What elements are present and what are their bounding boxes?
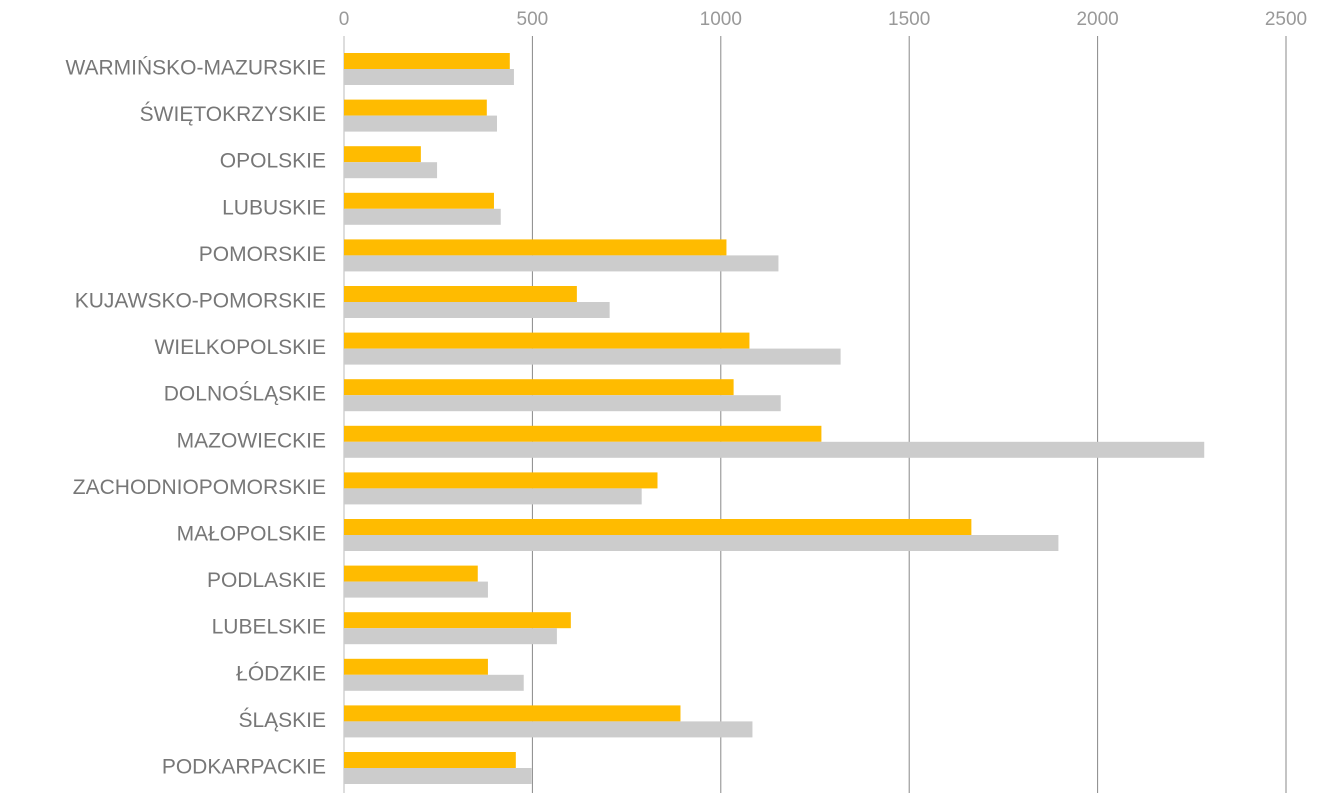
bar [344,379,734,396]
bar [344,162,438,179]
bar [344,286,577,302]
x-tick-label: 0 [339,9,350,30]
bar [344,115,497,132]
bar [344,519,972,535]
y-tick-label: WARMIŃSKO-MAZURSKIE [65,57,326,80]
y-tick-label: PODLASKIE [207,569,326,592]
bar [344,674,524,691]
bar [344,425,822,442]
bar [344,658,488,675]
bar [344,146,421,163]
y-tick-label: LUBUSKIE [222,196,326,219]
bar [344,239,727,256]
x-tick-label: 2000 [1076,9,1118,30]
bar [344,565,478,582]
bar [344,99,487,116]
bar [344,69,514,85]
bar [344,53,510,69]
bar [344,581,488,598]
bar [344,302,610,318]
bar [344,348,841,365]
bar [344,535,1059,551]
y-tick-label: PODKARPACKIE [162,756,326,779]
bar [344,752,516,768]
bar [344,441,1205,458]
y-tick-label: OPOLSKIE [220,150,326,173]
y-tick-label: WIELKOPOLSKIE [154,336,326,359]
y-tick-label: KUJAWSKO-POMORSKIE [75,290,326,313]
y-tick-label: ŚWIĘTOKRZYSKIE [140,102,326,126]
y-tick-label: ZACHODNIOPOMORSKIE [73,476,326,499]
x-tick-label: 2500 [1265,9,1307,30]
y-tick-label: POMORSKIE [199,243,326,266]
bar [344,472,658,489]
x-tick-label: 500 [517,9,549,30]
y-tick-label: DOLNOŚLĄSKIE [164,382,326,406]
x-tick-label: 1000 [700,9,742,30]
y-tick-label: ŁÓDZKIE [236,662,326,685]
y-tick-label: LUBELSKIE [212,616,326,639]
bar [344,721,753,738]
bar [344,332,750,349]
bar [344,612,571,629]
bar [344,705,681,722]
x-tick-label: 1500 [888,9,930,30]
bar [344,628,557,645]
bar [344,395,781,412]
y-tick-label: MAŁOPOLSKIE [177,523,326,546]
bar [344,255,779,272]
bar [344,192,494,209]
bar [344,208,501,225]
y-tick-label: MAZOWIECKIE [177,429,326,452]
bar [344,488,642,505]
y-tick-label: ŚLĄSKIE [238,708,326,732]
bar [344,768,532,784]
